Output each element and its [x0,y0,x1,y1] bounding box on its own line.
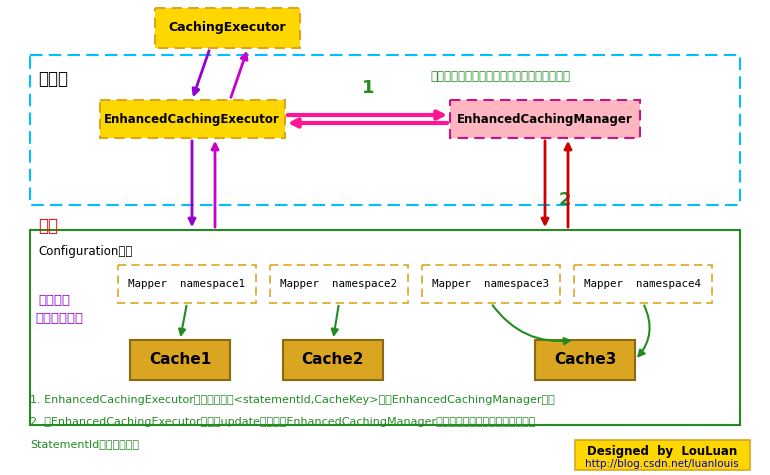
Bar [574,265,712,303]
Text: StatementId产生的缓存；: StatementId产生的缓存； [30,439,139,449]
Text: 全局: 全局 [38,217,58,235]
Bar [575,440,750,470]
Text: Mapper  namespace3: Mapper namespace3 [433,279,550,289]
FancyArrowPatch shape [332,306,339,335]
Text: 1. EnhancedCachingExecutor将每次查询的<statementId,CacheKey>交给EnhancedCachingManager管理: 1. EnhancedCachingExecutor将每次查询的<stateme… [30,395,554,405]
Bar [30,230,740,425]
Text: 1: 1 [362,79,374,97]
Bar [155,8,300,48]
Text: 2: 2 [559,191,571,209]
Bar [450,100,640,138]
Text: 单例模式对象，统一管理依赖缓存的及时更新: 单例模式对象，统一管理依赖缓存的及时更新 [430,70,570,83]
FancyArrowPatch shape [493,305,570,344]
Text: CachingExecutor: CachingExecutor [168,21,286,35]
Bar [270,265,408,303]
Text: Mapper  namespace1: Mapper namespace1 [129,279,246,289]
FancyArrowPatch shape [179,306,186,335]
Text: 二级缓存: 二级缓存 [38,294,70,306]
Bar [535,340,635,380]
Text: EnhancedCachingManager: EnhancedCachingManager [457,113,633,125]
Text: Cache2: Cache2 [302,352,364,368]
Bar [118,265,256,303]
Text: Cache3: Cache3 [554,352,616,368]
FancyArrowPatch shape [189,141,195,224]
FancyArrowPatch shape [212,144,218,227]
FancyArrowPatch shape [293,119,447,127]
FancyArrowPatch shape [231,54,247,97]
Text: 2. 当EnhancedCachingExecutor执行了update操作，则EnhancedCachingManager则根据依赖关系，清空对应的查询: 2. 当EnhancedCachingExecutor执行了update操作，则… [30,417,535,427]
Text: Configuration对象: Configuration对象 [38,245,132,258]
Text: Cache1: Cache1 [149,352,211,368]
Text: 插件层: 插件层 [38,70,68,88]
FancyArrowPatch shape [565,144,571,227]
FancyArrowPatch shape [638,305,650,356]
Text: Mapper  namespace2: Mapper namespace2 [280,279,397,289]
Bar [130,340,230,380]
Bar [30,55,740,205]
Text: （全局缓存）: （全局缓存） [35,312,83,324]
Bar [100,100,285,138]
FancyArrowPatch shape [542,141,548,224]
Bar [422,265,560,303]
Text: http://blog.csdn.net/luanlouis: http://blog.csdn.net/luanlouis [585,459,739,469]
FancyArrowPatch shape [288,112,443,119]
Bar [283,340,383,380]
Text: Mapper  namespace4: Mapper namespace4 [584,279,701,289]
Text: Designed  by  LouLuan: Designed by LouLuan [587,445,737,457]
Text: EnhancedCachingExecutor: EnhancedCachingExecutor [104,113,280,125]
FancyArrowPatch shape [193,51,209,95]
